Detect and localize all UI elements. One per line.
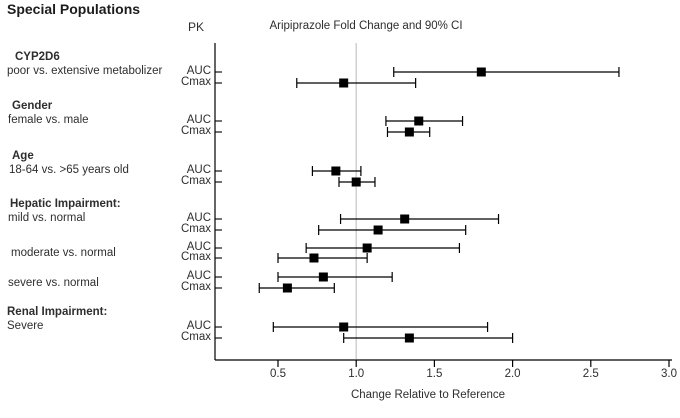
pk-row-label-auc: AUC [186, 212, 211, 224]
point-estimate-marker [339, 78, 349, 88]
chart-title: Aripiprazole Fold Change and 90% CI [269, 20, 463, 32]
pk-row-label-cmax: Cmax [180, 281, 211, 293]
pk-row-label-auc: AUC [186, 114, 211, 126]
pk-column-header: PK [188, 20, 205, 34]
x-axis-tick-label: 0.5 [270, 368, 286, 380]
x-axis-title: Change Relative to Reference [350, 389, 506, 401]
pk-row-label-auc: AUC [186, 164, 211, 176]
group-subheading: poor vs. extensive metabolizer [7, 65, 163, 77]
pk-row-label-cmax: Cmax [180, 223, 211, 235]
point-estimate-marker [404, 127, 414, 137]
group-subheading: severe vs. normal [8, 276, 99, 289]
group-subheading: female vs. male [8, 114, 89, 126]
group-heading: Age [12, 150, 34, 162]
pk-row-label-cmax: Cmax [180, 175, 211, 187]
x-axis-tick-label: 2.5 [582, 368, 599, 380]
x-axis-tick-label: 1.5 [426, 368, 443, 380]
point-estimate-marker [476, 67, 486, 77]
pk-row-label-auc: AUC [186, 65, 211, 77]
group-heading: Hepatic Impairment: [10, 198, 121, 210]
point-estimate-marker [351, 177, 361, 187]
pk-row-label-cmax: Cmax [180, 251, 211, 263]
figure-title: Special Populations [7, 1, 141, 17]
pk-row-label-cmax: Cmax [180, 76, 211, 88]
x-axis-tick-label: 3.0 [661, 368, 677, 380]
group-subheading: 18-64 vs. >65 years old [9, 164, 129, 176]
group-heading: Renal Impairment: [7, 306, 108, 318]
pk-row-label-cmax: Cmax [180, 125, 211, 137]
point-estimate-marker [282, 283, 292, 293]
pk-row-label-auc: AUC [186, 270, 211, 282]
point-estimate-marker [339, 322, 349, 332]
point-estimate-marker [404, 333, 414, 343]
pk-row-label-auc: AUC [186, 320, 211, 332]
group-subheading: moderate vs. normal [11, 247, 116, 259]
point-estimate-marker [362, 243, 372, 253]
point-estimate-marker [318, 272, 328, 282]
point-estimate-marker [331, 166, 341, 176]
pk-row-label-cmax: Cmax [180, 331, 211, 343]
point-estimate-marker [309, 253, 319, 263]
pk-row-label-auc: AUC [186, 241, 211, 253]
point-estimate-marker [400, 214, 410, 224]
group-subheading: mild vs. normal [8, 212, 86, 224]
x-axis-tick-label: 2.0 [504, 368, 521, 380]
x-axis-tick-label: 1.0 [348, 368, 365, 380]
point-estimate-marker [414, 116, 424, 126]
group-heading: CYP2D6 [15, 51, 60, 63]
group-heading: Gender [12, 100, 53, 112]
point-estimate-marker [373, 225, 383, 235]
group-subheading: Severe [7, 320, 44, 332]
